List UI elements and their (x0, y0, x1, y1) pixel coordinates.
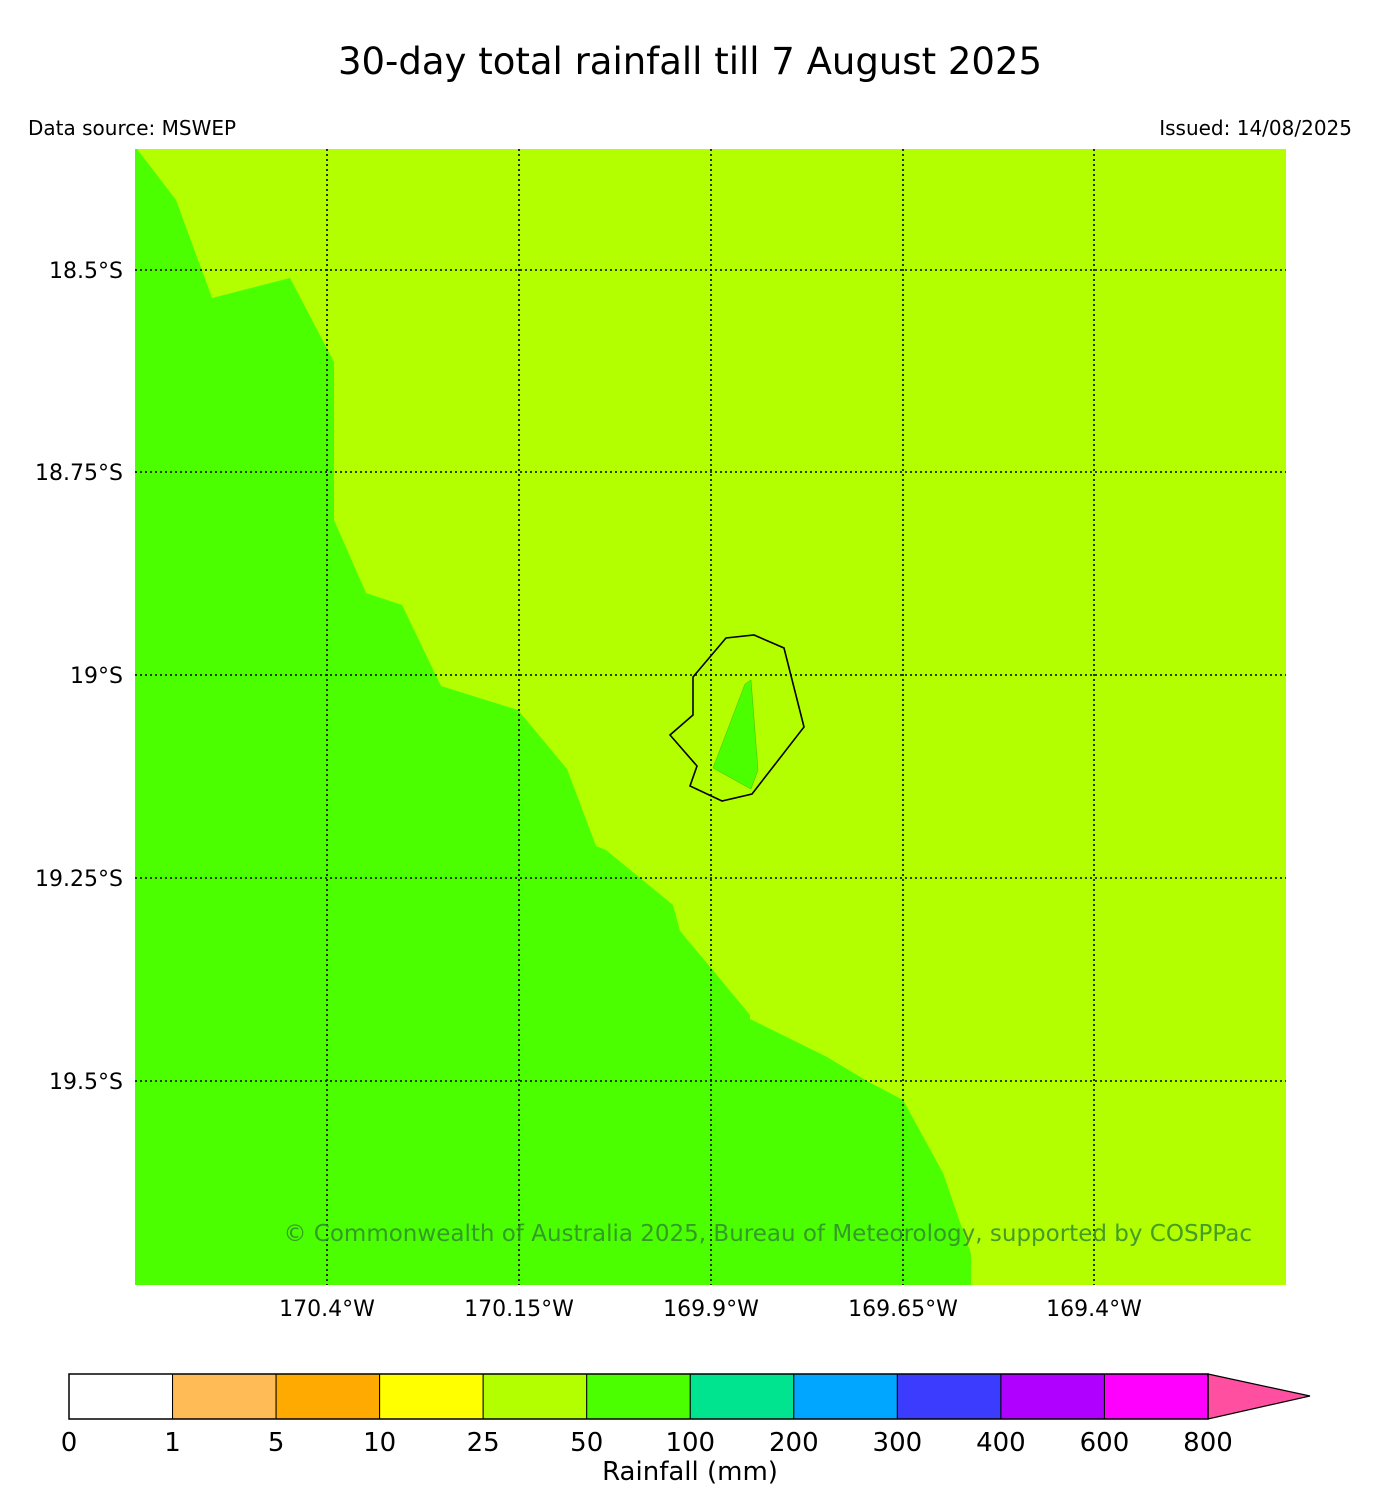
colorbar-bin (1000, 1373, 1105, 1420)
colorbar-bin (68, 1373, 174, 1420)
lon-label: 170.4°W (279, 1297, 375, 1322)
colorbar-tick-label: 100 (665, 1428, 715, 1458)
colorbar-bin (689, 1373, 795, 1420)
lat-label: 19.25°S (35, 867, 123, 892)
lon-label: 169.65°W (848, 1297, 958, 1322)
rainfall-field-50-100-patch (712, 679, 759, 790)
lon-label: 170.15°W (464, 1297, 574, 1322)
lon-label: 169.4°W (1046, 1297, 1142, 1322)
colorbar-tick-label: 1 (164, 1428, 181, 1458)
island-outline (668, 634, 805, 802)
map-title: 30-day total rainfall till 7 August 2025 (337, 40, 1043, 83)
data-source-label: Data source: MSWEP (28, 116, 237, 140)
colorbar-tick-label: 25 (467, 1428, 500, 1458)
colorbar-tick-label: 10 (363, 1428, 396, 1458)
colorbar-bin (896, 1373, 1002, 1420)
lon-label: 169.9°W (663, 1297, 759, 1322)
copyright-notice: © Commonwealth of Australia 2025, Bureau… (283, 1221, 1252, 1247)
colorbar-title: Rainfall (mm) (602, 1457, 778, 1487)
colorbar-bin (1103, 1373, 1209, 1420)
colorbar-extend-arrow (1207, 1373, 1311, 1420)
colorbar-tick-label: 5 (268, 1428, 285, 1458)
lat-label: 18.5°S (49, 259, 123, 284)
colorbar-tick-label: 300 (873, 1428, 923, 1458)
lat-label: 18.75°S (35, 461, 123, 486)
colorbar-bin (586, 1373, 691, 1420)
lat-label: 19.5°S (49, 1070, 123, 1095)
colorbar-tick-label: 600 (1080, 1428, 1130, 1458)
colorbar-bin (275, 1373, 381, 1420)
colorbar-bin (172, 1373, 277, 1420)
colorbar-tick-label: 50 (570, 1428, 603, 1458)
colorbar-tick-label: 800 (1183, 1428, 1233, 1458)
colorbar-bin (379, 1373, 484, 1420)
colorbar-tick-label: 0 (61, 1428, 78, 1458)
graticule (135, 149, 1286, 1285)
rainfall-field-50-100 (135, 149, 971, 1285)
colorbar-tick-label: 200 (769, 1428, 819, 1458)
issued-date-label: Issued: 14/08/2025 (1159, 116, 1352, 140)
colorbar: 0 1 5 10 25 50 100 200 300 400 600 800 Rainfall (mm… (61, 1373, 1311, 1487)
lat-label: 19°S (70, 664, 123, 689)
colorbar-bins (68, 1373, 1209, 1420)
colorbar-bin (482, 1373, 588, 1420)
colorbar-frame (68, 1373, 1209, 1420)
colorbar-tick-label: 400 (976, 1428, 1026, 1458)
colorbar-bin (793, 1373, 898, 1420)
